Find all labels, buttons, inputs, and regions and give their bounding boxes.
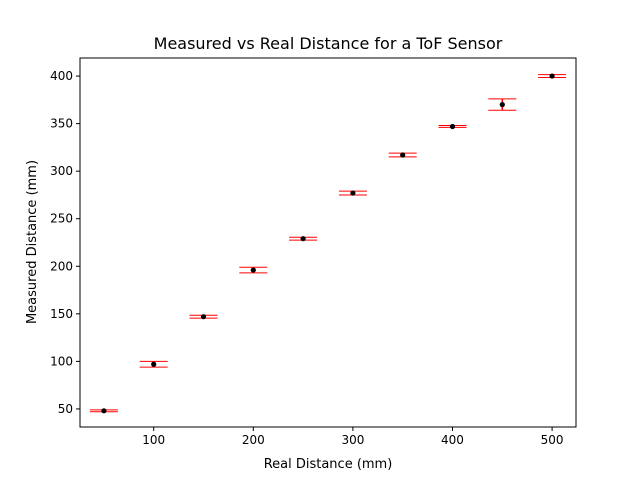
data-point (499, 102, 505, 108)
data-point (400, 152, 406, 158)
x-tick-label: 200 (242, 433, 265, 447)
point-series (101, 73, 555, 414)
data-point (549, 73, 555, 79)
y-axis: 50 100 150 200 250 300 350 400 (50, 69, 80, 416)
data-point (151, 361, 157, 367)
x-tick-label: 100 (142, 433, 165, 447)
y-tick-label: 50 (58, 402, 73, 416)
data-point (200, 314, 207, 320)
y-tick-label: 350 (50, 117, 73, 131)
y-tick-label: 250 (50, 212, 73, 226)
x-tick-label: 500 (541, 433, 564, 447)
chart-title: Measured vs Real Distance for a ToF Sens… (154, 34, 503, 53)
data-point (300, 236, 306, 242)
x-axis: 100 200 300 400 500 (142, 427, 564, 447)
y-tick-label: 200 (50, 259, 73, 273)
plot-frame (79, 57, 577, 428)
x-axis-label: Real Distance (mm) (264, 457, 393, 472)
y-tick-label: 100 (50, 354, 73, 368)
data-point (350, 190, 356, 196)
x-tick-label: 300 (341, 433, 364, 447)
y-axis-label: Measured Distance (mm) (25, 160, 40, 324)
y-tick-label: 300 (50, 164, 73, 178)
y-tick-label: 150 (50, 307, 73, 321)
y-tick-label: 400 (50, 69, 73, 83)
plot-area: 100 200 300 400 500 50 100 150 200 250 300 350 400 (50, 57, 577, 447)
data-point (101, 408, 107, 414)
x-tick-label: 400 (441, 433, 464, 447)
data-point (449, 123, 456, 130)
data-point (250, 267, 256, 273)
